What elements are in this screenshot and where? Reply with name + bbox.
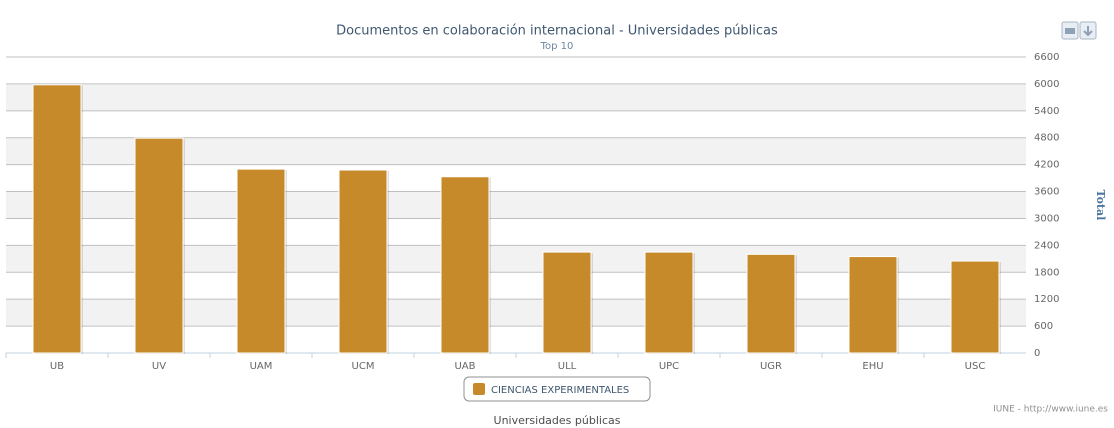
grid-band bbox=[6, 83, 1026, 111]
y-tick-label: 3000 bbox=[1034, 213, 1059, 224]
bar bbox=[542, 251, 592, 354]
bar bbox=[134, 137, 184, 354]
bar bbox=[848, 256, 898, 354]
x-tick-label: UV bbox=[152, 361, 166, 372]
export-buttons[interactable] bbox=[1061, 21, 1097, 40]
legend[interactable]: CIENCIAS EXPERIMENTALES bbox=[463, 376, 651, 402]
x-axis-title: Universidades públicas bbox=[494, 414, 621, 427]
legend-box bbox=[463, 376, 651, 402]
x-tick-label: ULL bbox=[558, 361, 577, 372]
plot-area: 0 600 1200 1800 2400 3000 3600 4200 4800 5400 6000… bbox=[5, 52, 1059, 372]
x-tick-label: USC bbox=[965, 361, 986, 372]
bar bbox=[644, 251, 694, 354]
y-tick-label: 0 bbox=[1034, 348, 1040, 359]
legend-label[interactable]: CIENCIAS EXPERIMENTALES bbox=[491, 385, 629, 396]
x-tick-label: EHU bbox=[862, 361, 883, 372]
x-tick-label: UCM bbox=[352, 361, 375, 372]
chart-title: Documentos en colaboración internacional… bbox=[336, 24, 778, 39]
x-tick-label: UAM bbox=[250, 361, 273, 372]
y-tick-label: 4200 bbox=[1034, 160, 1059, 171]
y-tick-label: 6600 bbox=[1034, 52, 1059, 63]
legend-swatch bbox=[473, 383, 485, 395]
bar bbox=[950, 260, 1000, 354]
print-icon bbox=[1065, 28, 1075, 34]
y-tick-label: 2400 bbox=[1034, 240, 1059, 251]
x-tick-label: UB bbox=[50, 361, 64, 372]
y-tick-label: 1200 bbox=[1034, 294, 1059, 305]
bar bbox=[338, 169, 388, 354]
credits: IUNE - http://www.iune.es bbox=[993, 405, 1108, 415]
x-tick-label: UAB bbox=[454, 361, 475, 372]
bar bbox=[440, 176, 490, 354]
y-tick-label: 600 bbox=[1034, 321, 1053, 332]
export-icon bbox=[1083, 26, 1093, 37]
bar bbox=[746, 253, 796, 354]
y-tick-label: 3600 bbox=[1034, 187, 1059, 198]
bar bbox=[32, 84, 82, 354]
y-tick-label: 5400 bbox=[1034, 106, 1059, 117]
y-tick-label: 6000 bbox=[1034, 79, 1059, 90]
y-tick-label: 1800 bbox=[1034, 267, 1059, 278]
y-axis-title: Total bbox=[1094, 190, 1107, 221]
chart-subtitle: Top 10 bbox=[540, 41, 574, 52]
x-tick-label: UPC bbox=[659, 361, 679, 372]
bar bbox=[236, 168, 286, 354]
x-tick-label: UGR bbox=[760, 361, 782, 372]
y-tick-label: 4800 bbox=[1034, 133, 1059, 144]
